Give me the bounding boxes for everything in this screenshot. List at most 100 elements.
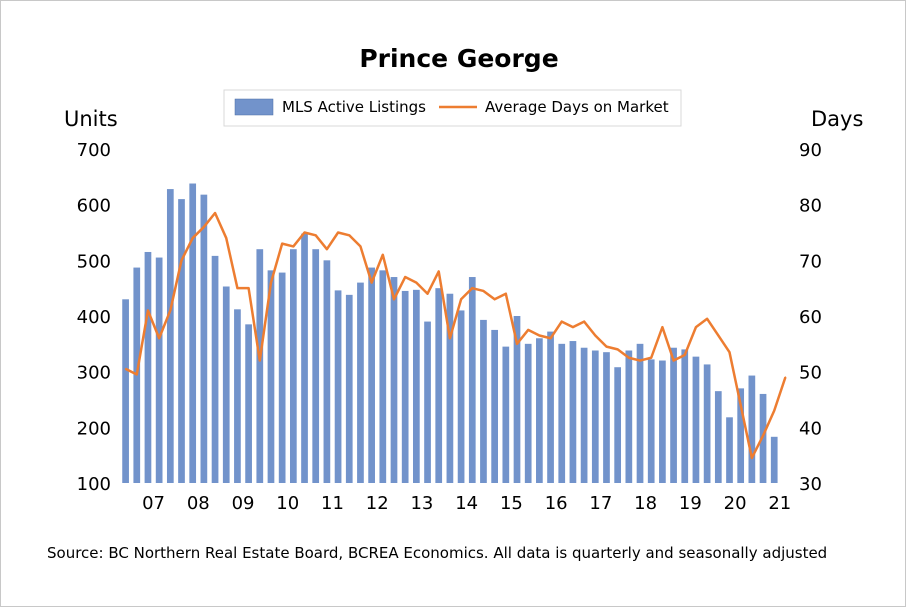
line-point-average-days bbox=[560, 320, 563, 323]
line-point-average-days bbox=[695, 326, 697, 328]
legend-label-line: Average Days on Market bbox=[485, 98, 669, 116]
bar-mls-active-listings bbox=[558, 343, 566, 483]
line-point-average-days bbox=[337, 231, 339, 234]
line-average-days-on-market bbox=[125, 211, 787, 460]
left-axis-label: Units bbox=[64, 107, 118, 131]
x-tick-label: 13 bbox=[410, 493, 433, 514]
bar-mls-active-listings bbox=[200, 194, 208, 483]
line-point-average-days bbox=[449, 337, 451, 340]
line-point-average-days bbox=[751, 457, 753, 459]
line-point-average-days bbox=[538, 334, 541, 337]
bar-mls-active-listings bbox=[178, 199, 185, 483]
line-point-average-days bbox=[180, 259, 183, 262]
left-tick-label: 400 bbox=[77, 307, 111, 328]
right-axis-label: Days bbox=[811, 107, 863, 131]
bar-mls-active-listings bbox=[267, 270, 275, 483]
line-point-average-days bbox=[773, 409, 776, 412]
line-point-average-days bbox=[639, 359, 641, 362]
bar-mls-active-listings bbox=[301, 233, 308, 483]
bar-mls-active-listings bbox=[770, 436, 778, 483]
bar-mls-active-listings bbox=[435, 288, 443, 483]
line-point-average-days bbox=[471, 287, 474, 289]
line-point-average-days bbox=[236, 287, 239, 289]
right-tick-label: 80 bbox=[799, 196, 822, 217]
bar-mls-active-listings bbox=[334, 290, 342, 483]
bar-mls-active-listings bbox=[491, 329, 498, 483]
bar-mls-active-listings bbox=[468, 277, 476, 483]
legend: MLS Active Listings Average Days on Mark… bbox=[223, 89, 682, 127]
bar-mls-active-listings bbox=[647, 359, 655, 483]
bar-mls-active-listings bbox=[737, 388, 745, 483]
bar-mls-active-listings bbox=[222, 286, 230, 483]
bar-mls-active-listings bbox=[603, 352, 610, 483]
line-point-average-days bbox=[784, 376, 787, 379]
x-tick-label: 19 bbox=[679, 493, 702, 514]
bar-mls-active-listings bbox=[345, 294, 353, 483]
bar-mls-active-listings bbox=[670, 347, 677, 483]
bar-mls-active-listings bbox=[614, 367, 622, 483]
line-point-average-days bbox=[292, 245, 295, 248]
line-point-average-days bbox=[460, 298, 462, 301]
x-tick-label: 09 bbox=[232, 493, 255, 514]
line-point-average-days bbox=[717, 334, 720, 337]
bar-mls-active-listings bbox=[211, 255, 219, 483]
bar-mls-active-listings bbox=[703, 364, 711, 483]
line-point-average-days bbox=[527, 329, 529, 331]
line-point-average-days bbox=[158, 337, 160, 340]
right-tick-label: 90 bbox=[799, 140, 822, 161]
line-point-average-days bbox=[728, 351, 731, 353]
bar-mls-active-listings bbox=[357, 282, 364, 483]
bar-mls-active-listings bbox=[524, 343, 532, 483]
line-point-average-days bbox=[482, 290, 485, 292]
bar-mls-active-listings bbox=[681, 349, 689, 483]
bar-mls-active-listings bbox=[256, 249, 264, 483]
left-tick-label: 100 bbox=[77, 474, 111, 495]
bar-mls-active-listings bbox=[323, 260, 331, 483]
line-point-average-days bbox=[247, 287, 250, 289]
right-tick-label: 30 bbox=[799, 474, 822, 495]
legend-label-bars: MLS Active Listings bbox=[282, 98, 426, 116]
bar-mls-active-listings bbox=[692, 356, 700, 483]
line-point-average-days bbox=[706, 317, 708, 320]
bar-mls-active-listings bbox=[245, 324, 252, 483]
line-point-average-days bbox=[672, 359, 675, 362]
line-point-average-days bbox=[616, 348, 619, 351]
bar-mls-active-listings bbox=[659, 360, 666, 483]
legend-swatch-bars bbox=[234, 98, 274, 116]
bar-mls-active-listings bbox=[401, 290, 409, 483]
line-point-average-days bbox=[270, 281, 272, 284]
x-axis-ticks: 07 08 09 10 11 12 13 14 15 16 17 18 19 20 21 bbox=[142, 493, 791, 514]
left-axis-ticks: 100 200 300 400 500 600 700 bbox=[77, 140, 111, 495]
bar-mls-active-listings bbox=[536, 338, 543, 483]
line-point-average-days bbox=[258, 359, 261, 362]
x-tick-label: 17 bbox=[589, 493, 612, 514]
right-tick-label: 70 bbox=[799, 251, 822, 272]
bar-mls-active-listings bbox=[166, 189, 174, 483]
line-point-average-days bbox=[359, 245, 362, 248]
bar-mls-active-listings bbox=[368, 267, 375, 483]
left-tick-label: 600 bbox=[77, 196, 111, 217]
line-point-average-days bbox=[661, 326, 664, 328]
line-point-average-days bbox=[281, 242, 283, 245]
bar-mls-active-listings bbox=[759, 393, 767, 483]
line-point-average-days bbox=[147, 309, 149, 312]
line-point-average-days bbox=[169, 309, 172, 312]
x-tick-label: 14 bbox=[455, 493, 478, 514]
right-tick-label: 60 bbox=[799, 307, 822, 328]
bar-mls-active-listings bbox=[379, 270, 387, 483]
bar-mls-active-listings bbox=[446, 293, 454, 483]
line-point-average-days bbox=[326, 248, 328, 250]
bar-mls-active-listings bbox=[312, 249, 320, 483]
line-point-average-days bbox=[348, 234, 351, 237]
bar-mls-active-listings bbox=[289, 249, 297, 483]
left-tick-label: 700 bbox=[77, 140, 111, 161]
line-series bbox=[124, 211, 787, 460]
source-note: Source: BC Northern Real Estate Board, B… bbox=[47, 544, 827, 562]
line-point-average-days bbox=[393, 298, 395, 301]
line-point-average-days bbox=[303, 231, 306, 234]
bar-mls-active-listings bbox=[569, 341, 577, 483]
x-tick-label: 10 bbox=[276, 493, 299, 514]
line-point-average-days bbox=[683, 354, 686, 356]
line-point-average-days bbox=[370, 281, 373, 284]
